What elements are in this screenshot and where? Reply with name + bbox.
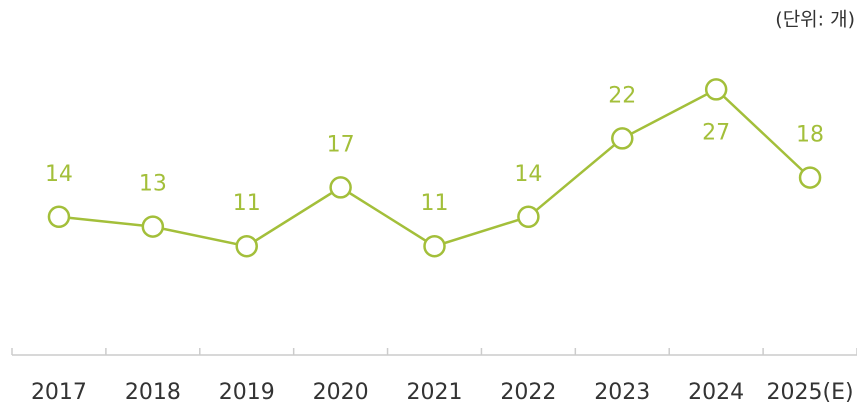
x-tick-label: 2017	[31, 380, 87, 405]
data-label: 17	[327, 132, 355, 157]
x-tick-label: 2018	[125, 380, 181, 405]
data-label: 18	[796, 123, 824, 148]
x-tick-label: 2025(E)	[767, 380, 854, 405]
x-tick-label: 2022	[500, 380, 556, 405]
x-tick-label: 2024	[688, 380, 744, 405]
line	[58, 87, 811, 248]
point	[329, 176, 352, 199]
x-tick-label: 2020	[313, 380, 369, 405]
x-tick-label: 2019	[219, 380, 275, 405]
point	[611, 127, 634, 150]
point	[517, 205, 540, 229]
data-label: 13	[139, 172, 167, 197]
point	[235, 234, 258, 258]
x-tick-label: 2023	[594, 380, 650, 405]
x-tick-label: 2021	[407, 380, 463, 405]
data-label: 22	[608, 83, 636, 108]
data-label: 11	[421, 191, 449, 216]
unit-label: (단위: 개)	[775, 9, 855, 31]
point	[423, 234, 446, 258]
data-label: 11	[233, 191, 261, 216]
point	[704, 78, 728, 101]
point	[798, 166, 822, 189]
point	[47, 205, 71, 229]
data-label: 14	[45, 162, 73, 187]
data-label: 14	[514, 162, 542, 187]
data-label: 27	[702, 120, 730, 145]
point	[141, 215, 165, 238]
